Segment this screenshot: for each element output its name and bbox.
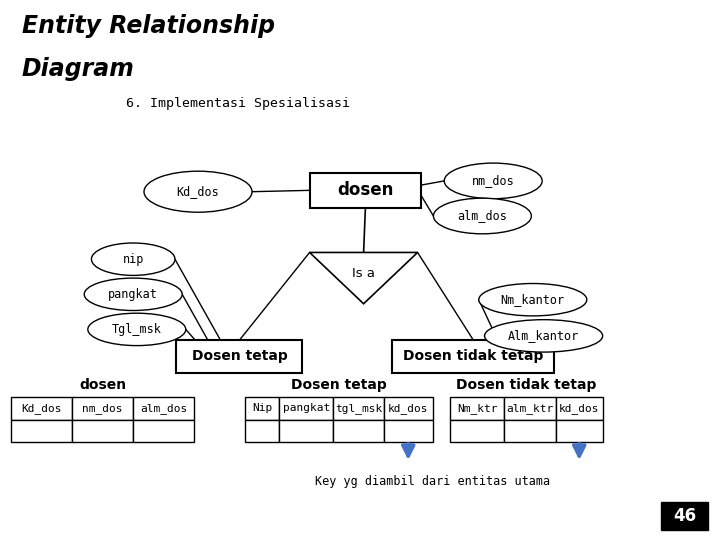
Text: Tgl_msk: Tgl_msk [112, 323, 162, 336]
Text: kd_dos: kd_dos [388, 403, 428, 414]
Bar [310, 173, 421, 208]
Text: Dosen tetap: Dosen tetap [192, 349, 287, 363]
Bar [384, 397, 433, 420]
Bar [661, 502, 708, 530]
Bar [11, 397, 72, 420]
Text: 46: 46 [672, 507, 696, 525]
Text: Alm_kantor: Alm_kantor [508, 329, 579, 342]
Bar [556, 397, 603, 420]
Bar [133, 397, 194, 420]
Ellipse shape [444, 163, 542, 199]
Bar [450, 420, 504, 442]
Text: Nm_kantor: Nm_kantor [500, 293, 565, 306]
Text: Nm_ktr: Nm_ktr [456, 403, 498, 414]
Text: alm_dos: alm_dos [140, 403, 187, 414]
Bar [384, 420, 433, 442]
Text: nip: nip [122, 253, 144, 266]
Bar [504, 420, 556, 442]
Bar [450, 397, 504, 420]
Ellipse shape [433, 198, 531, 234]
Text: Key yg diambil dari entitas utama: Key yg diambil dari entitas utama [315, 475, 550, 488]
Bar [72, 420, 133, 442]
Bar [245, 397, 279, 420]
Bar [556, 420, 603, 442]
Bar [245, 420, 279, 442]
Bar [333, 420, 384, 442]
Bar [504, 397, 556, 420]
Bar [279, 420, 333, 442]
Text: 6. Implementasi Spesialisasi: 6. Implementasi Spesialisasi [126, 97, 350, 110]
Text: kd_dos: kd_dos [559, 403, 600, 414]
Bar [11, 420, 72, 442]
Text: Kd_dos: Kd_dos [176, 185, 220, 198]
Text: dosen: dosen [337, 181, 394, 199]
Text: Entity Relationship: Entity Relationship [22, 14, 274, 37]
Text: Nip: Nip [252, 403, 272, 413]
Bar [333, 397, 384, 420]
Text: pangkat: pangkat [283, 403, 330, 413]
Ellipse shape [84, 278, 182, 310]
Text: Is a: Is a [352, 267, 375, 280]
Bar [133, 420, 194, 442]
Text: alm_ktr: alm_ktr [506, 403, 554, 414]
Polygon shape [310, 252, 418, 303]
Bar [279, 397, 333, 420]
Text: Dosen tidak tetap: Dosen tidak tetap [456, 378, 596, 392]
Ellipse shape [485, 320, 603, 352]
Text: Dosen tetap: Dosen tetap [291, 378, 387, 392]
Text: pangkat: pangkat [108, 288, 158, 301]
Text: nm_dos: nm_dos [472, 174, 515, 187]
Text: Dosen tidak tetap: Dosen tidak tetap [403, 349, 544, 363]
Bar [72, 397, 133, 420]
Text: Kd_dos: Kd_dos [21, 403, 62, 414]
Text: tgl_msk: tgl_msk [335, 403, 382, 414]
Text: alm_dos: alm_dos [457, 210, 508, 222]
Ellipse shape [88, 313, 186, 346]
Ellipse shape [91, 243, 175, 275]
Bar [176, 340, 302, 373]
Text: dosen: dosen [79, 378, 126, 392]
Text: nm_dos: nm_dos [82, 403, 123, 414]
Ellipse shape [144, 171, 252, 212]
Ellipse shape [479, 284, 587, 316]
Text: Diagram: Diagram [22, 57, 135, 80]
Bar [392, 340, 554, 373]
